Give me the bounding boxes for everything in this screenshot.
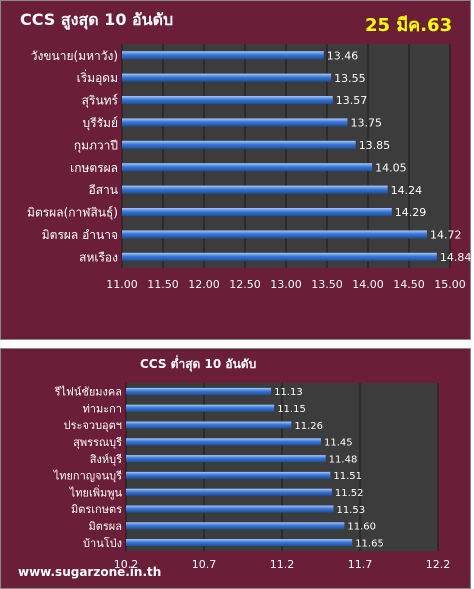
value-label: 14.84 [440, 251, 472, 264]
bar [122, 208, 392, 216]
x-tick-label: 12.50 [229, 278, 261, 291]
top-chart-title: CCS สูงสุด 10 อันดับ [20, 10, 174, 29]
bar [122, 185, 388, 194]
value-label: 14.29 [395, 206, 427, 219]
value-label: 11.48 [329, 454, 358, 465]
category-label: เริ่มอุดม [77, 69, 118, 86]
value-label: 13.85 [359, 139, 391, 152]
category-label: กุมภวาปี [74, 138, 118, 153]
value-label: 11.13 [274, 387, 303, 398]
value-label: 14.24 [391, 184, 423, 197]
bar [122, 118, 348, 127]
x-tick-label: 13.00 [270, 278, 302, 291]
category-label: สุพรรณบุรี [73, 436, 122, 449]
x-tick-label: 13.50 [311, 278, 343, 291]
bar [122, 51, 324, 60]
category-label: มิตรผล อำนาจ [42, 228, 118, 242]
value-label: 11.65 [355, 538, 384, 549]
date-label: 25 มีค.63 [365, 15, 453, 36]
value-label: 11.52 [335, 488, 364, 499]
x-tick-label: 11.7 [348, 558, 373, 571]
website-label: www.sugarzone.in.th [18, 565, 162, 579]
bar [126, 488, 332, 496]
category-label: มิตรผล [89, 520, 123, 533]
bar [122, 96, 333, 104]
bar [122, 230, 428, 239]
x-tick-label: 15.00 [434, 278, 466, 291]
x-tick-label: 14.50 [393, 278, 425, 291]
bar [126, 471, 331, 479]
category-label: ท่ามะกา [83, 402, 122, 415]
value-label: 11.26 [294, 421, 323, 432]
value-label: 13.55 [334, 72, 366, 85]
value-label: 11.60 [347, 522, 376, 533]
value-label: 14.72 [430, 229, 462, 242]
bar [126, 438, 321, 446]
value-label: 11.45 [324, 438, 353, 449]
category-label: สิงห์บุรี [89, 453, 122, 466]
category-label: บุรีรัมย์ [83, 116, 118, 131]
category-label: วังขนาย(มหาวัง) [31, 49, 118, 63]
category-label: มิตรเกษตร [71, 503, 122, 516]
value-label: 14.05 [375, 161, 407, 174]
value-label: 13.57 [336, 94, 368, 107]
category-label: ไทยเพิ่มพูน [69, 484, 123, 499]
category-label: อีสาน [89, 183, 118, 197]
value-label: 13.46 [327, 49, 359, 62]
value-label: 13.75 [351, 117, 383, 130]
value-label: 11.53 [336, 505, 365, 516]
x-tick-label: 11.50 [147, 278, 179, 291]
value-label: 11.15 [277, 404, 306, 415]
category-label: สหเรือง [79, 250, 118, 264]
bar [122, 163, 373, 172]
bar [126, 404, 275, 412]
bar [122, 73, 332, 82]
category-label: เกษตรผล [70, 161, 118, 175]
bar [126, 387, 272, 395]
category-label: ไทยกาญจนบุรี [53, 470, 122, 483]
top-chart: 11.00 11.50 12.00 12.50 13.00 13.50 14.00 14.50… [27, 44, 472, 291]
x-tick-label: 11.00 [106, 278, 138, 291]
x-tick-label: 10.2 [114, 558, 139, 571]
x-tick-label: 10.7 [192, 558, 217, 571]
bar [126, 505, 334, 513]
category-label: บ้านโป่ง [83, 536, 122, 550]
x-tick-label: 12.00 [188, 278, 220, 291]
bar [126, 455, 326, 463]
bar [122, 140, 356, 149]
x-tick-label: 12.2 [426, 558, 451, 571]
category-label: สุรินทร์ [82, 94, 119, 109]
bar [126, 539, 353, 547]
category-label: มิตรผล(กาฬสินธุ์) [27, 206, 118, 221]
category-label: รีไฟน์ชัยมงคล [54, 386, 122, 399]
x-tick-label: 11.2 [270, 558, 295, 571]
value-label: 11.51 [333, 471, 362, 482]
bottom-chart-title: CCS ต่ำสุด 10 อันดับ [140, 357, 257, 371]
bar [126, 522, 345, 530]
bar [126, 421, 292, 429]
bar [122, 252, 437, 261]
category-label: ประจวบอุตฯ [64, 419, 122, 432]
x-tick-label: 14.00 [352, 278, 384, 291]
